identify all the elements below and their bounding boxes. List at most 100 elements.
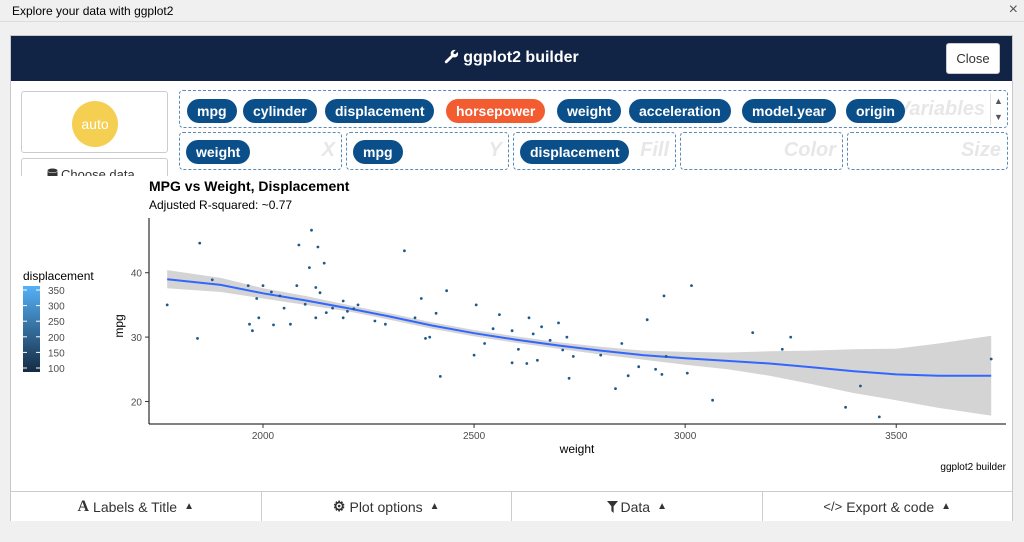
data-point — [308, 266, 311, 269]
confidence-band — [167, 270, 992, 416]
data-point — [620, 342, 624, 345]
data-point — [356, 303, 360, 307]
data-point — [789, 335, 793, 339]
y-variable-pill[interactable]: mpg — [353, 140, 403, 164]
chart-title: MPG vs Weight, Displacement — [149, 178, 350, 194]
data-point — [331, 306, 334, 310]
data-point — [210, 278, 214, 282]
data-point — [303, 302, 307, 306]
fill-dropzone[interactable]: Fill displacement — [513, 132, 676, 170]
y-dropzone[interactable]: Y mpg — [346, 132, 509, 170]
data-point — [341, 299, 345, 303]
labels-title-button[interactable]: A Labels & Title ▲ — [11, 492, 262, 521]
data-point — [438, 375, 442, 378]
caret-up-icon: ▲ — [941, 501, 952, 512]
window-close-icon[interactable]: × — [1008, 1, 1018, 18]
data-label: Data — [620, 498, 651, 515]
variable-pill-displacement[interactable]: displacement — [325, 99, 435, 123]
size-dropzone-label: Size — [960, 139, 1001, 161]
labels-title-label: Labels & Title — [93, 498, 178, 515]
variables-scrollbar[interactable]: ▲ ▼ — [990, 93, 1006, 125]
data-point — [540, 325, 543, 329]
builder-header: ggplot2 builder Close — [11, 36, 1012, 81]
color-dropzone[interactable]: Color — [680, 132, 843, 170]
export-code-button[interactable]: </> Export & code ▲ — [762, 492, 1012, 521]
caret-up-icon: ▲ — [657, 501, 667, 512]
legend-tick-label: 350 — [48, 286, 65, 297]
variable-pill-cylinder[interactable]: cylinder — [243, 99, 317, 123]
data-point — [510, 361, 514, 365]
data-point — [310, 228, 313, 232]
data-point — [690, 284, 693, 287]
variable-pill-horsepower[interactable]: horsepower — [446, 99, 546, 123]
data-point — [270, 290, 273, 294]
data-point — [251, 329, 254, 333]
data-point — [711, 398, 714, 402]
data-point — [561, 348, 565, 352]
data-point — [324, 311, 328, 314]
data-point — [413, 316, 417, 320]
gears-icon: ⚙ — [332, 498, 346, 514]
font-icon: A — [77, 497, 90, 515]
data-point — [341, 316, 345, 320]
variables-dropzone[interactable]: Variables mpg cylinder displacement hors… — [179, 90, 1008, 128]
data-point — [322, 261, 326, 265]
variable-pill-mpg[interactable]: mpg — [187, 99, 237, 123]
auto-geom-button[interactable]: auto — [72, 101, 118, 147]
data-point — [314, 286, 318, 289]
plot-options-label: Plot options — [349, 498, 423, 515]
builder-panel: ggplot2 builder Close auto Choose data V… — [10, 35, 1013, 521]
x-variable-pill[interactable]: weight — [186, 140, 251, 164]
legend-tick-label: 150 — [48, 348, 65, 359]
data-point — [384, 322, 387, 326]
data-point — [257, 316, 261, 320]
data-point — [445, 289, 448, 293]
data-point — [424, 337, 427, 340]
data-point — [346, 309, 349, 313]
fill-dropzone-label: Fill — [640, 139, 669, 161]
data-button[interactable]: Data ▲ — [512, 492, 763, 521]
variables-ghost-label: Variables — [896, 98, 985, 120]
y-tick-label: 40 — [131, 269, 143, 280]
size-dropzone[interactable]: Size — [847, 132, 1008, 170]
close-button[interactable]: Close — [946, 43, 1000, 74]
data-point — [434, 311, 438, 315]
data-point — [614, 387, 617, 390]
code-icon: </> — [823, 499, 843, 514]
data-point — [654, 367, 657, 371]
data-point — [525, 362, 529, 365]
data-point — [248, 322, 251, 326]
data-point — [685, 371, 689, 375]
data-point — [510, 329, 514, 333]
data-point — [548, 338, 552, 342]
data-point — [289, 322, 292, 326]
data-point — [428, 335, 432, 339]
scroll-down-icon[interactable]: ▼ — [994, 112, 1003, 122]
data-point — [483, 342, 486, 345]
fill-variable-pill[interactable]: displacement — [520, 140, 630, 164]
data-point — [316, 245, 320, 249]
data-point — [844, 405, 847, 409]
scroll-up-icon[interactable]: ▲ — [994, 96, 1003, 106]
data-point — [278, 294, 282, 298]
data-point — [318, 291, 322, 295]
legend-tick-label: 250 — [48, 317, 65, 328]
x-tick-label: 2500 — [463, 431, 486, 442]
data-point — [571, 355, 575, 358]
variable-pill-acceleration[interactable]: acceleration — [629, 99, 731, 123]
x-tick-label: 3000 — [674, 431, 697, 442]
data-point — [261, 284, 265, 287]
data-point — [403, 249, 406, 253]
variable-pill-weight[interactable]: weight — [557, 99, 622, 123]
export-code-label: Export & code — [846, 498, 935, 515]
data-point — [626, 374, 630, 378]
x-dropzone[interactable]: X weight — [179, 132, 342, 170]
variable-pill-model-year[interactable]: model.year — [742, 99, 836, 123]
data-point — [751, 331, 755, 334]
variable-pill-origin[interactable]: origin — [846, 99, 905, 123]
plot-options-button[interactable]: ⚙ Plot options ▲ — [261, 492, 512, 521]
builder-title-text: ggplot2 builder — [463, 49, 579, 66]
data-point — [352, 307, 356, 311]
data-point — [255, 297, 259, 300]
data-point — [297, 243, 301, 247]
